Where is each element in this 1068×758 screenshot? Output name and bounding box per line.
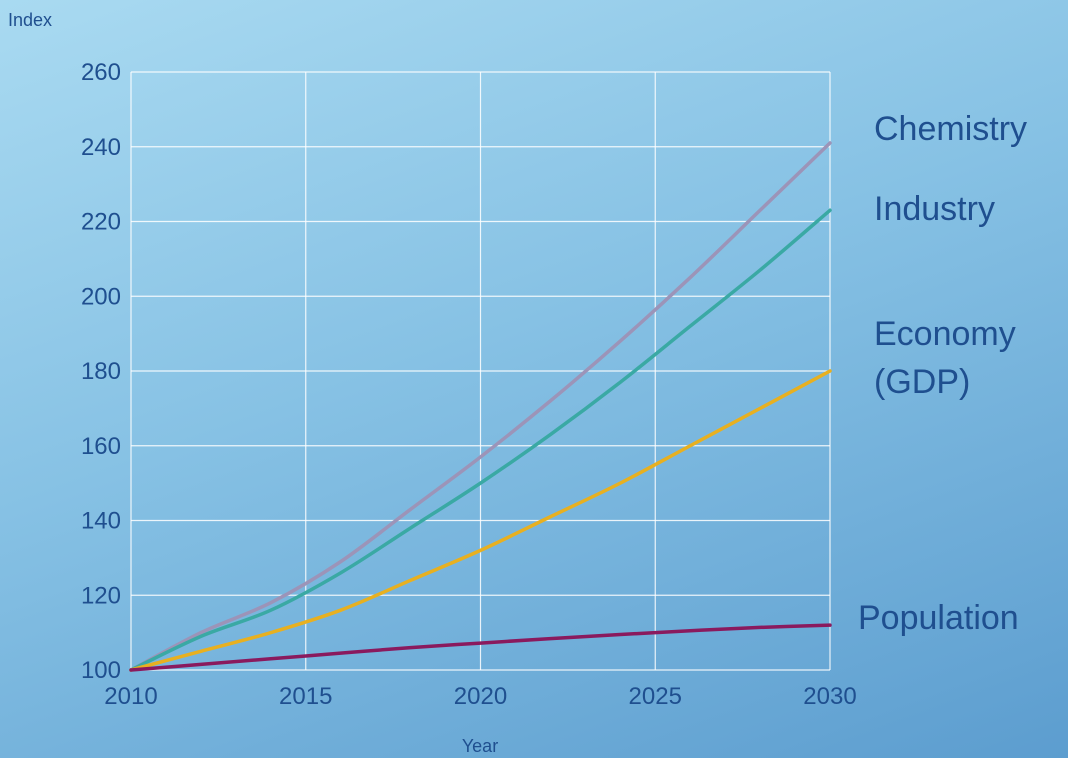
y-tick-label: 220 <box>81 209 121 236</box>
y-tick-label: 160 <box>81 433 121 460</box>
series-line-chemistry <box>129 141 832 672</box>
x-tick-label: 2025 <box>629 683 682 710</box>
y-tick-label: 140 <box>81 508 121 535</box>
series-line-industry <box>129 208 832 672</box>
grid-lines <box>130 71 831 671</box>
series-label-line: Chemistry <box>874 110 1027 148</box>
series-label-industry: Industry <box>874 190 995 228</box>
x-axis-title: Year <box>462 736 498 756</box>
x-tick-labels: 2010 2015 2020 2025 2030 <box>104 683 856 710</box>
y-tick-label: 120 <box>81 582 121 609</box>
y-tick-label: 180 <box>81 358 121 385</box>
y-axis-title: Index <box>8 10 52 30</box>
series-line-economy-gdp <box>129 369 832 672</box>
x-tick-label: 2015 <box>279 683 332 710</box>
series-line-population <box>129 623 832 672</box>
series-lines <box>129 141 832 672</box>
series-label-population: Population <box>858 599 1019 637</box>
series-label-line: (GDP) <box>874 363 970 401</box>
series-label-line: Economy <box>874 315 1016 353</box>
x-tick-label: 2020 <box>454 683 507 710</box>
series-label-chemistry: Chemistry <box>874 110 1027 148</box>
x-tick-label: 2030 <box>803 683 856 710</box>
series-label-line: Industry <box>874 190 995 228</box>
series-label-line: Population <box>858 599 1019 637</box>
y-tick-label: 260 <box>81 59 121 86</box>
x-tick-label: 2010 <box>104 683 157 710</box>
y-tick-label: 240 <box>81 134 121 161</box>
series-label-economy-gdp: Economy (GDP) <box>874 315 1016 401</box>
series-labels: Chemistry Industry Economy (GDP) Population <box>858 110 1027 637</box>
y-tick-label: 200 <box>81 283 121 310</box>
y-tick-label: 100 <box>81 657 121 684</box>
y-tick-labels: 100 120 140 160 180 200 220 240 260 <box>81 59 121 684</box>
